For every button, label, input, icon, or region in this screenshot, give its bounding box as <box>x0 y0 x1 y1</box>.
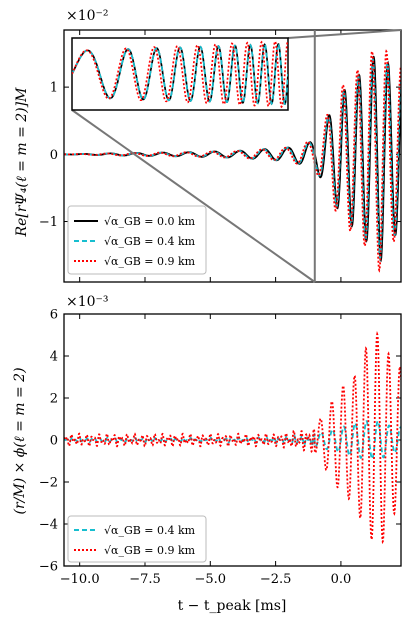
inset-series-1 <box>72 43 288 106</box>
top-exponent: ×10⁻² <box>66 8 109 24</box>
bottom-ytick-label: −2 <box>39 476 58 491</box>
top-axes-frame <box>63 29 402 283</box>
bottom-ytick-label: −6 <box>39 560 58 575</box>
inset-connector-upper <box>287 29 402 39</box>
top-legend-box <box>67 205 207 275</box>
bottom-ytick-label: 4 <box>50 350 58 365</box>
bottom-legend-label-1: √α_GB = 0.9 km <box>104 544 196 557</box>
bottom-ytick-label: 2 <box>50 392 58 407</box>
top-legend-label-0: √α_GB = 0.0 km <box>104 215 196 228</box>
bottom-xtick-label: −2.5 <box>260 572 292 587</box>
top-legend-label-1: √α_GB = 0.4 km <box>104 235 196 248</box>
top-ylabel: Re[rΨ₄(ℓ = m = 2)]M <box>14 87 30 238</box>
top-legend-label-2: √α_GB = 0.9 km <box>104 255 196 268</box>
bottom-xtick-label: −5.0 <box>195 572 227 587</box>
bottom-ytick-label: 0 <box>50 434 58 449</box>
bottom-xtick-label: 0.0 <box>331 572 352 587</box>
bottom-xlabel: t − t_peak [ms] <box>178 598 287 614</box>
bottom-ylabel: (r/M) × ϕ(ℓ = m = 2) <box>12 367 28 514</box>
bottom-xtick-label: −10.0 <box>60 572 100 587</box>
bottom-legend: √α_GB = 0.4 km √α_GB = 0.9 km <box>67 515 207 563</box>
bottom-axes-frame <box>63 313 402 567</box>
bottom-panel: −10.0 −7.5 −5.0 −2.5 0.0 −6 −4 −2 0 2 4 6 <box>39 308 402 587</box>
top-legend: √α_GB = 0.0 km √α_GB = 0.4 km √α_GB = 0.… <box>67 205 207 275</box>
top-ytick-label: 1 <box>50 81 58 96</box>
inset-frame <box>71 37 289 111</box>
top-panel: −1 0 1 <box>39 29 402 283</box>
bottom-legend-box <box>67 515 207 563</box>
bottom-ytick-label: −4 <box>39 518 58 533</box>
bottom-exponent: ×10⁻³ <box>66 294 109 310</box>
top-ytick-label: −1 <box>39 215 58 230</box>
bottom-ytick-label: 6 <box>50 308 58 323</box>
bottom-xtick-label: −7.5 <box>129 572 161 587</box>
top-ytick-label: 0 <box>50 148 58 163</box>
bottom-series-1 <box>64 331 401 545</box>
bottom-legend-label-0: √α_GB = 0.4 km <box>104 524 196 537</box>
top-series-2 <box>64 49 401 273</box>
inset-connector-lower <box>71 109 316 283</box>
